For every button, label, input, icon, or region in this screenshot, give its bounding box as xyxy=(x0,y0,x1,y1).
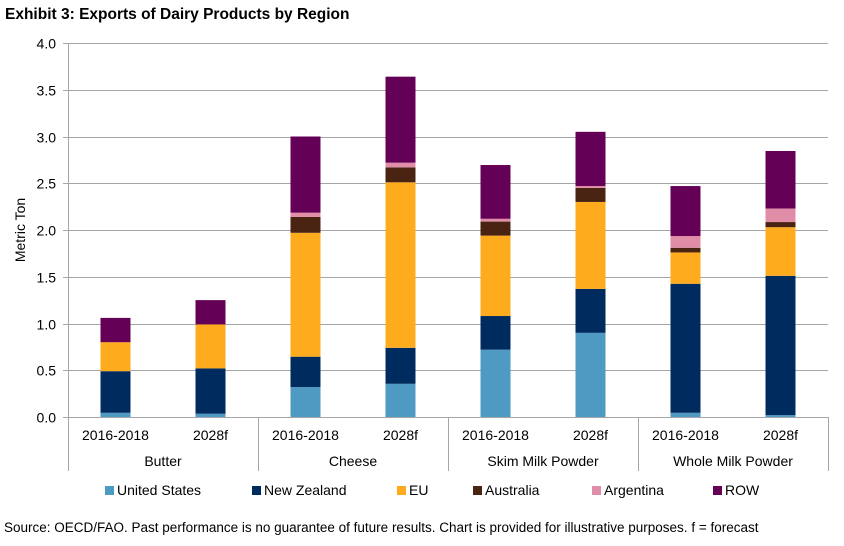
legend-label: Argentina xyxy=(604,482,664,498)
bar-segment-eu xyxy=(195,324,226,369)
bar-segment-new-zealand xyxy=(480,316,511,350)
bar-segment-row xyxy=(100,317,131,343)
bar-segment-united-states xyxy=(385,383,416,417)
bar-segment-new-zealand xyxy=(385,347,416,384)
chart-title: Exhibit 3: Exports of Dairy Products by … xyxy=(5,6,350,23)
legend-swatch xyxy=(397,485,406,495)
bar-segment-united-states xyxy=(575,332,606,417)
bar-segment-australia xyxy=(575,187,606,202)
bar-segment-row xyxy=(195,300,226,325)
bar-segment-row xyxy=(670,186,701,237)
bar-segment-row xyxy=(385,76,416,163)
bar-segment-eu xyxy=(480,235,511,317)
bar-segment-new-zealand xyxy=(195,368,226,414)
x-tick-label: 2028f xyxy=(763,427,798,443)
y-tick-label: 3.0 xyxy=(37,130,57,146)
y-tick-label: 2.0 xyxy=(37,223,57,239)
x-tick-label: 2028f xyxy=(383,427,418,443)
x-tick-label: 2028f xyxy=(193,427,228,443)
bar-segment-argentina xyxy=(290,212,321,217)
x-tick-label: 2016-2018 xyxy=(462,427,529,443)
bar-segment-australia xyxy=(385,167,416,183)
y-tick-label: 1.5 xyxy=(37,270,57,286)
y-tick-label: 0.0 xyxy=(37,410,57,426)
x-tick-label: 2016-2018 xyxy=(272,427,339,443)
bar-segment-new-zealand xyxy=(575,288,606,333)
legend-item-new-zealand: New Zealand xyxy=(252,482,347,498)
group-label: Whole Milk Powder xyxy=(673,453,793,469)
bar-segment-australia xyxy=(670,247,701,253)
group-label: Skim Milk Powder xyxy=(487,453,599,469)
y-tick-label: 2.5 xyxy=(37,176,57,192)
bar-segment-united-states xyxy=(765,415,796,417)
legend-label: United States xyxy=(117,482,202,498)
x-tick-label: 2016-2018 xyxy=(652,427,719,443)
bar-segment-new-zealand xyxy=(765,275,796,416)
bar-segment-new-zealand xyxy=(100,371,131,413)
bar-segment-eu xyxy=(670,252,701,284)
bar-segment-united-states xyxy=(670,412,701,417)
bar-segment-argentina xyxy=(670,236,701,248)
bar-segment-australia xyxy=(480,221,511,236)
bar-segment-united-states xyxy=(290,387,321,417)
legend-swatch xyxy=(713,485,722,495)
x-tick-label: 2028f xyxy=(573,427,608,443)
x-axis: 2016-2018 2028f Butter 2016-2018 2028f Cheese… xyxy=(63,43,829,471)
y-tick-label: 1.0 xyxy=(37,317,57,333)
y-axis-label: Metric Ton xyxy=(12,198,28,262)
legend-label: EU xyxy=(409,482,429,498)
legend-label: Australia xyxy=(485,482,540,498)
group-label: Cheese xyxy=(329,453,377,469)
bars xyxy=(100,76,796,417)
bar-segment-australia xyxy=(290,216,321,233)
bar-segment-argentina xyxy=(575,186,606,188)
bar-segment-argentina xyxy=(765,208,796,223)
legend-swatch xyxy=(592,485,601,495)
bar-segment-row xyxy=(480,165,511,219)
legend-item-eu: EU xyxy=(397,482,428,498)
legend-swatch xyxy=(252,485,261,495)
bar-segment-new-zealand xyxy=(290,356,321,388)
y-tick-label: 3.5 xyxy=(37,83,57,99)
group-label: Butter xyxy=(144,453,182,469)
y-axis-ticks: 0.0 0.5 1.0 1.5 2.0 2.5 3.0 3.5 4.0 xyxy=(37,36,57,426)
bar-segment-united-states xyxy=(480,349,511,417)
legend-item-row: ROW xyxy=(713,482,759,498)
bar-segment-united-states xyxy=(100,412,131,417)
bar-segment-argentina xyxy=(385,162,416,168)
legend-item-united-states: United States xyxy=(105,482,201,498)
y-tick-label: 0.5 xyxy=(37,363,57,379)
bar-segment-row xyxy=(290,136,321,213)
bar-segment-eu xyxy=(385,182,416,348)
legend-label: New Zealand xyxy=(264,482,347,498)
bar-segment-australia xyxy=(765,222,796,228)
bar-segment-eu xyxy=(575,201,606,289)
bar-segment-argentina xyxy=(480,218,511,222)
x-tick-label: 2016-2018 xyxy=(82,427,149,443)
y-tick-label: 4.0 xyxy=(37,36,57,52)
bar-segment-row xyxy=(575,131,606,187)
bar-segment-united-states xyxy=(195,413,226,417)
bar-segment-eu xyxy=(290,232,321,357)
legend-item-argentina: Argentina xyxy=(592,482,664,498)
gridlines xyxy=(63,43,828,371)
legend-swatch xyxy=(473,485,482,495)
bar-segment-eu xyxy=(765,227,796,276)
bar-segment-eu xyxy=(100,342,131,372)
legend-item-australia: Australia xyxy=(473,482,539,498)
legend-label: ROW xyxy=(725,482,760,498)
bar-segment-row xyxy=(765,150,796,209)
source-note: Source: OECD/FAO. Past performance is no… xyxy=(4,520,759,535)
bar-segment-new-zealand xyxy=(670,283,701,413)
legend-swatch xyxy=(105,485,114,495)
legend: United States New Zealand EU Australia Argen… xyxy=(0,482,844,502)
